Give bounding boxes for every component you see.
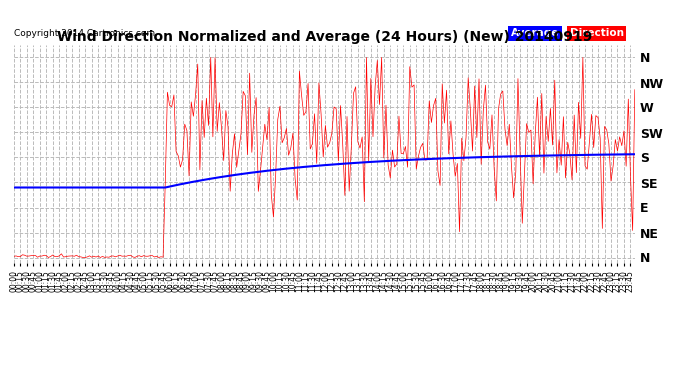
Title: Wind Direction Normalized and Average (24 Hours) (New) 20140919: Wind Direction Normalized and Average (2… — [57, 30, 592, 44]
Text: Average: Average — [511, 28, 559, 39]
Text: Copyright 2014 Cartronics.com: Copyright 2014 Cartronics.com — [14, 30, 155, 39]
Text: Direction: Direction — [570, 28, 624, 39]
